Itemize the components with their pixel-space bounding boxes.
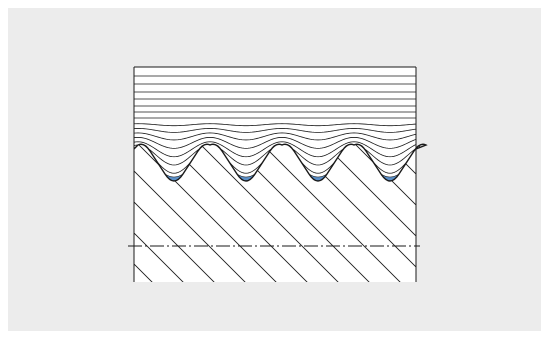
layer-wave [134,136,417,149]
hatch-line [134,144,252,282]
hatch-line [317,144,426,282]
thread-profile [133,143,428,182]
hatch-line [134,144,221,282]
layer-wave [134,127,417,133]
thread-section-diagram [128,66,541,288]
hatch-line [193,144,345,282]
hatch-line [442,138,541,288]
layer-wave [134,141,417,158]
hatch-line [504,138,541,288]
hatch-line [255,144,407,282]
layer-wave [134,132,417,141]
figure-panel [8,8,541,331]
hatch-line [134,144,190,282]
hatch-line [410,144,426,282]
layer-wave [134,123,417,127]
hatch-line [473,138,541,288]
hatch-line [535,138,541,288]
